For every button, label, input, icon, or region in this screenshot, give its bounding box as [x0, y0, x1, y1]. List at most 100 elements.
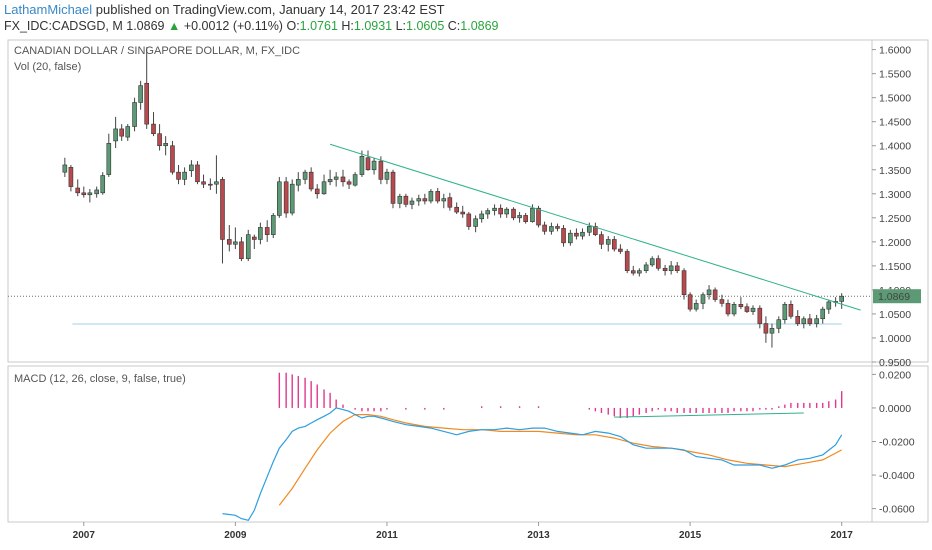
candle-body-down — [795, 316, 801, 324]
candle-body-up — [473, 218, 478, 227]
candle — [479, 210, 484, 223]
time-tick-label: 2007 — [73, 530, 96, 541]
candle-body-up — [94, 189, 99, 195]
downtrend-line — [329, 143, 861, 311]
candle — [208, 178, 213, 190]
candle-body-down — [365, 157, 371, 171]
price-tick-label: 1.5000 — [879, 93, 911, 105]
price-tick-label: 1.5500 — [879, 69, 911, 81]
candle — [384, 168, 390, 185]
candle — [283, 176, 289, 218]
candle — [687, 292, 693, 312]
candle — [239, 237, 244, 262]
candle-body-down — [599, 234, 604, 245]
low-label: L: — [395, 19, 407, 33]
support-lines — [8, 295, 872, 325]
candle-body-down — [283, 181, 289, 214]
candle — [441, 193, 447, 209]
candle — [119, 124, 124, 141]
trendline-overlays[interactable] — [329, 143, 861, 311]
candle — [314, 184, 320, 199]
main-pane-border — [7, 39, 929, 363]
candle-body-up — [769, 328, 775, 334]
candle-body-down — [542, 224, 547, 232]
candle — [498, 204, 503, 218]
candle — [763, 316, 769, 343]
candle-body-up — [359, 156, 365, 175]
candle — [100, 172, 106, 195]
price-tick-label: 1.4500 — [879, 117, 911, 129]
candle-body-up — [706, 289, 712, 296]
candle-body-up — [163, 143, 168, 147]
candle-body-up — [504, 208, 509, 215]
candle — [782, 301, 788, 324]
candle-body-down — [264, 227, 270, 235]
candle — [700, 292, 706, 310]
candle-body-down — [403, 195, 409, 205]
candle-body-up — [302, 171, 308, 180]
author-link[interactable]: LathamMichael — [4, 2, 93, 17]
candle-body-up — [649, 258, 655, 266]
candle-body-up — [605, 239, 611, 245]
candle-body-down — [719, 299, 725, 304]
candle-body-up — [492, 207, 497, 211]
candle-body-up — [814, 318, 819, 324]
candle-body-down — [655, 258, 661, 269]
candlestick-series[interactable] — [62, 47, 844, 348]
candle-body-up — [568, 232, 573, 244]
candle — [580, 228, 585, 240]
candle-body-down — [68, 167, 74, 187]
candle — [214, 155, 219, 194]
candle-body-down — [674, 265, 680, 271]
candle — [618, 244, 623, 254]
candle-body-down — [561, 228, 566, 244]
candle-body-down — [681, 270, 687, 296]
candle — [409, 197, 415, 210]
candle-body-up — [106, 143, 112, 175]
price-tag-background — [873, 289, 921, 304]
time-tick-label: 2015 — [679, 530, 702, 541]
macd-legend: MACD (12, 26, close, 9, false, true) — [14, 373, 186, 385]
candle-body-up — [693, 303, 699, 310]
candle — [612, 236, 617, 252]
candle — [227, 225, 232, 252]
symbol-label[interactable]: FX_IDC:CADSGD, M — [4, 19, 123, 33]
signal-line — [278, 414, 842, 506]
candle-body-up — [214, 181, 219, 185]
open-value: 1.0761 — [299, 19, 338, 33]
candle — [454, 202, 459, 214]
macd-tick-label: 0.0000 — [879, 403, 911, 415]
price-tick-label: 1.0500 — [879, 309, 911, 321]
macd-tick-label: -0.0600 — [879, 504, 915, 516]
candle-body-up — [352, 174, 358, 186]
macd-line — [222, 407, 843, 521]
candle — [744, 303, 750, 313]
candle-body-up — [277, 181, 282, 216]
candle — [340, 169, 346, 187]
candle — [371, 157, 377, 175]
candle — [555, 223, 560, 232]
candle-body-down — [763, 323, 769, 334]
candle — [403, 193, 409, 208]
candle-body-down — [612, 239, 617, 250]
candle-body-down — [144, 82, 149, 125]
candle-body-down — [176, 171, 181, 180]
candle — [113, 116, 118, 149]
candle-body-up — [270, 215, 276, 235]
candle — [460, 205, 466, 218]
candle — [492, 204, 497, 216]
candle-body-up — [113, 128, 118, 142]
last-price: 1.0869 — [126, 19, 165, 33]
candle — [466, 212, 472, 230]
candle — [295, 172, 301, 192]
candle-body-down — [536, 207, 541, 226]
candle — [776, 316, 782, 334]
candle — [820, 306, 826, 324]
candle — [270, 213, 276, 239]
candle-body-down — [346, 181, 352, 185]
candle — [511, 207, 516, 221]
candle-body-up — [371, 160, 377, 171]
candle — [731, 301, 737, 317]
candle-body-down — [574, 232, 579, 237]
